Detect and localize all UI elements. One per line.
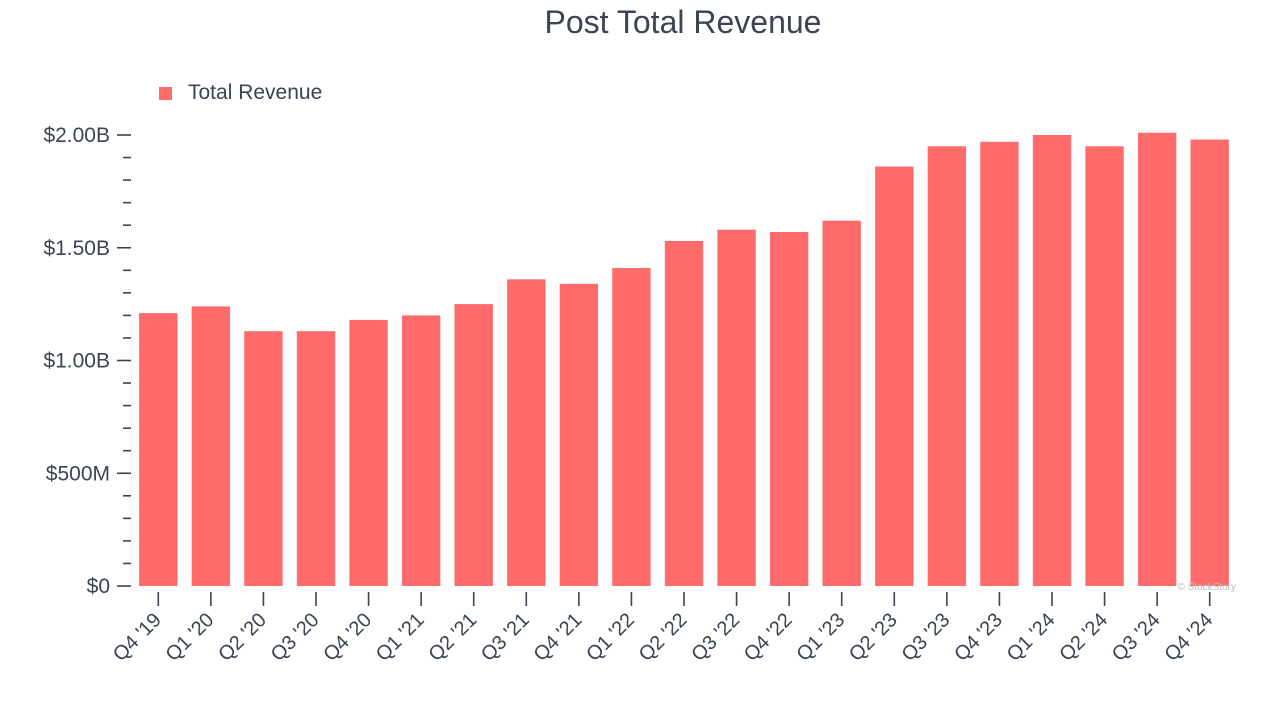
x-tick-label: Q2 '23 bbox=[845, 609, 902, 666]
bar bbox=[875, 166, 914, 586]
x-tick-label: Q2 '21 bbox=[424, 609, 481, 666]
bar bbox=[559, 283, 599, 586]
watermark: © StockStory bbox=[1178, 582, 1237, 593]
x-tick-label: Q3 '24 bbox=[1108, 609, 1165, 666]
x-tick-label: Q1 '24 bbox=[1003, 609, 1060, 666]
y-tick-label: $1.00B bbox=[43, 350, 110, 373]
bar bbox=[1032, 135, 1072, 586]
y-tick-label: $1.50B bbox=[43, 237, 110, 260]
bar bbox=[191, 306, 231, 586]
x-tick-label: Q3 '23 bbox=[898, 609, 955, 666]
x-tick-label: Q3 '20 bbox=[267, 609, 324, 666]
x-tick-label: Q4 '21 bbox=[530, 609, 587, 666]
bar bbox=[769, 231, 809, 586]
bar bbox=[1085, 146, 1124, 586]
x-tick-label: Q4 '24 bbox=[1160, 609, 1217, 666]
legend: Total Revenue bbox=[159, 81, 322, 104]
x-tick-label: Q4 '23 bbox=[950, 609, 1007, 666]
y-axis: $0 $500M $1.00B $1.50B $2.00B bbox=[43, 124, 131, 598]
bar bbox=[454, 304, 493, 586]
bar bbox=[507, 279, 546, 586]
bar bbox=[1137, 132, 1177, 586]
bar bbox=[1190, 139, 1229, 586]
bar bbox=[139, 313, 178, 586]
x-tick-label: Q1 '21 bbox=[372, 609, 429, 666]
y-tick-label: $500M bbox=[46, 462, 110, 485]
bar bbox=[927, 146, 967, 586]
bars bbox=[139, 132, 1229, 587]
bar bbox=[664, 240, 704, 587]
bar bbox=[612, 268, 651, 586]
x-tick-label: Q3 '22 bbox=[687, 609, 744, 666]
y-tick-label: $0 bbox=[87, 575, 110, 598]
chart-title: Post Total Revenue bbox=[545, 4, 822, 40]
bar bbox=[349, 319, 388, 586]
bar bbox=[822, 220, 861, 586]
x-tick-label: Q3 '21 bbox=[477, 609, 534, 666]
bar bbox=[717, 229, 756, 586]
x-tick-label: Q1 '22 bbox=[582, 609, 639, 666]
legend-label-total-revenue: Total Revenue bbox=[188, 81, 322, 104]
bar bbox=[296, 331, 336, 586]
bar bbox=[401, 315, 441, 586]
x-tick-label: Q1 '23 bbox=[792, 609, 849, 666]
bar bbox=[244, 331, 283, 586]
bar bbox=[980, 141, 1019, 586]
x-tick-label: Q4 '20 bbox=[319, 609, 376, 666]
y-tick-label: $2.00B bbox=[43, 124, 110, 147]
x-tick-label: Q1 '20 bbox=[162, 609, 219, 666]
legend-swatch-total-revenue bbox=[159, 87, 172, 100]
x-tick-label: Q2 '24 bbox=[1055, 609, 1112, 666]
x-tick-label: Q2 '22 bbox=[635, 609, 692, 666]
x-tick-label: Q2 '20 bbox=[214, 609, 271, 666]
x-tick-label: Q4 '22 bbox=[740, 609, 797, 666]
x-tick-label: Q4 '19 bbox=[109, 609, 166, 666]
